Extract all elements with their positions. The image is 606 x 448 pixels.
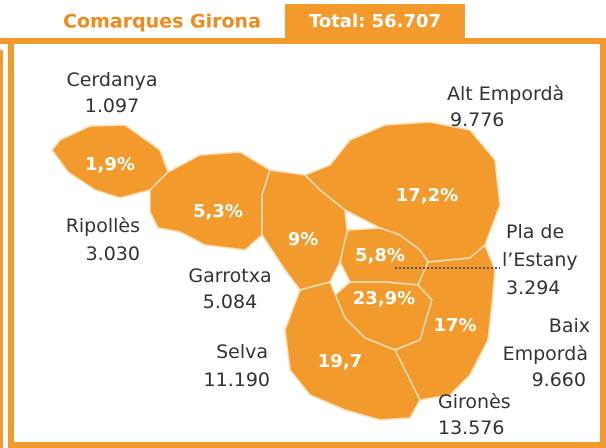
header-total: Total: 56.707	[309, 11, 441, 32]
total-box	[285, 4, 465, 38]
region-percent: 5,3%	[193, 201, 243, 222]
region-value: 5.084	[203, 291, 257, 313]
frame-edge	[0, 50, 3, 448]
region-name: Garrotxa	[188, 265, 271, 287]
region-selva	[284, 281, 421, 421]
region-baix-emporda	[393, 243, 496, 401]
region-percent: 23,9%	[353, 288, 415, 309]
frame-gap	[0, 44, 8, 448]
region-name: Ripollès	[66, 215, 140, 237]
header-title: Comarques Girona	[63, 11, 261, 33]
region-percent: 9%	[288, 229, 319, 250]
region-percent: 5,8%	[355, 245, 405, 266]
region-percent: 17,2%	[396, 185, 458, 206]
region-name: l’Estany	[502, 249, 578, 271]
regions	[51, 121, 501, 421]
region-value: 9.776	[450, 109, 504, 131]
region-value: 9.660	[532, 369, 586, 391]
region-alt-emporda	[303, 121, 501, 263]
region-value: 3.294	[506, 277, 560, 299]
region-name: Empordà	[503, 343, 588, 365]
region-percent: 1,9%	[85, 154, 135, 175]
region-name: Gironès	[438, 391, 511, 413]
region-value: 1.097	[85, 95, 139, 117]
region-name: Cerdanya	[66, 69, 157, 91]
region-name: Selva	[216, 341, 268, 363]
region-percent: 19,7	[318, 351, 362, 372]
region-name: Baix	[549, 315, 590, 337]
region-name: Alt Empordà	[447, 83, 564, 105]
region-value: 13.576	[438, 417, 504, 439]
region-value: 3.030	[86, 243, 140, 265]
region-value: 11.190	[204, 369, 270, 391]
region-name: Pla de	[506, 221, 564, 243]
region-percent: 17%	[433, 315, 476, 336]
